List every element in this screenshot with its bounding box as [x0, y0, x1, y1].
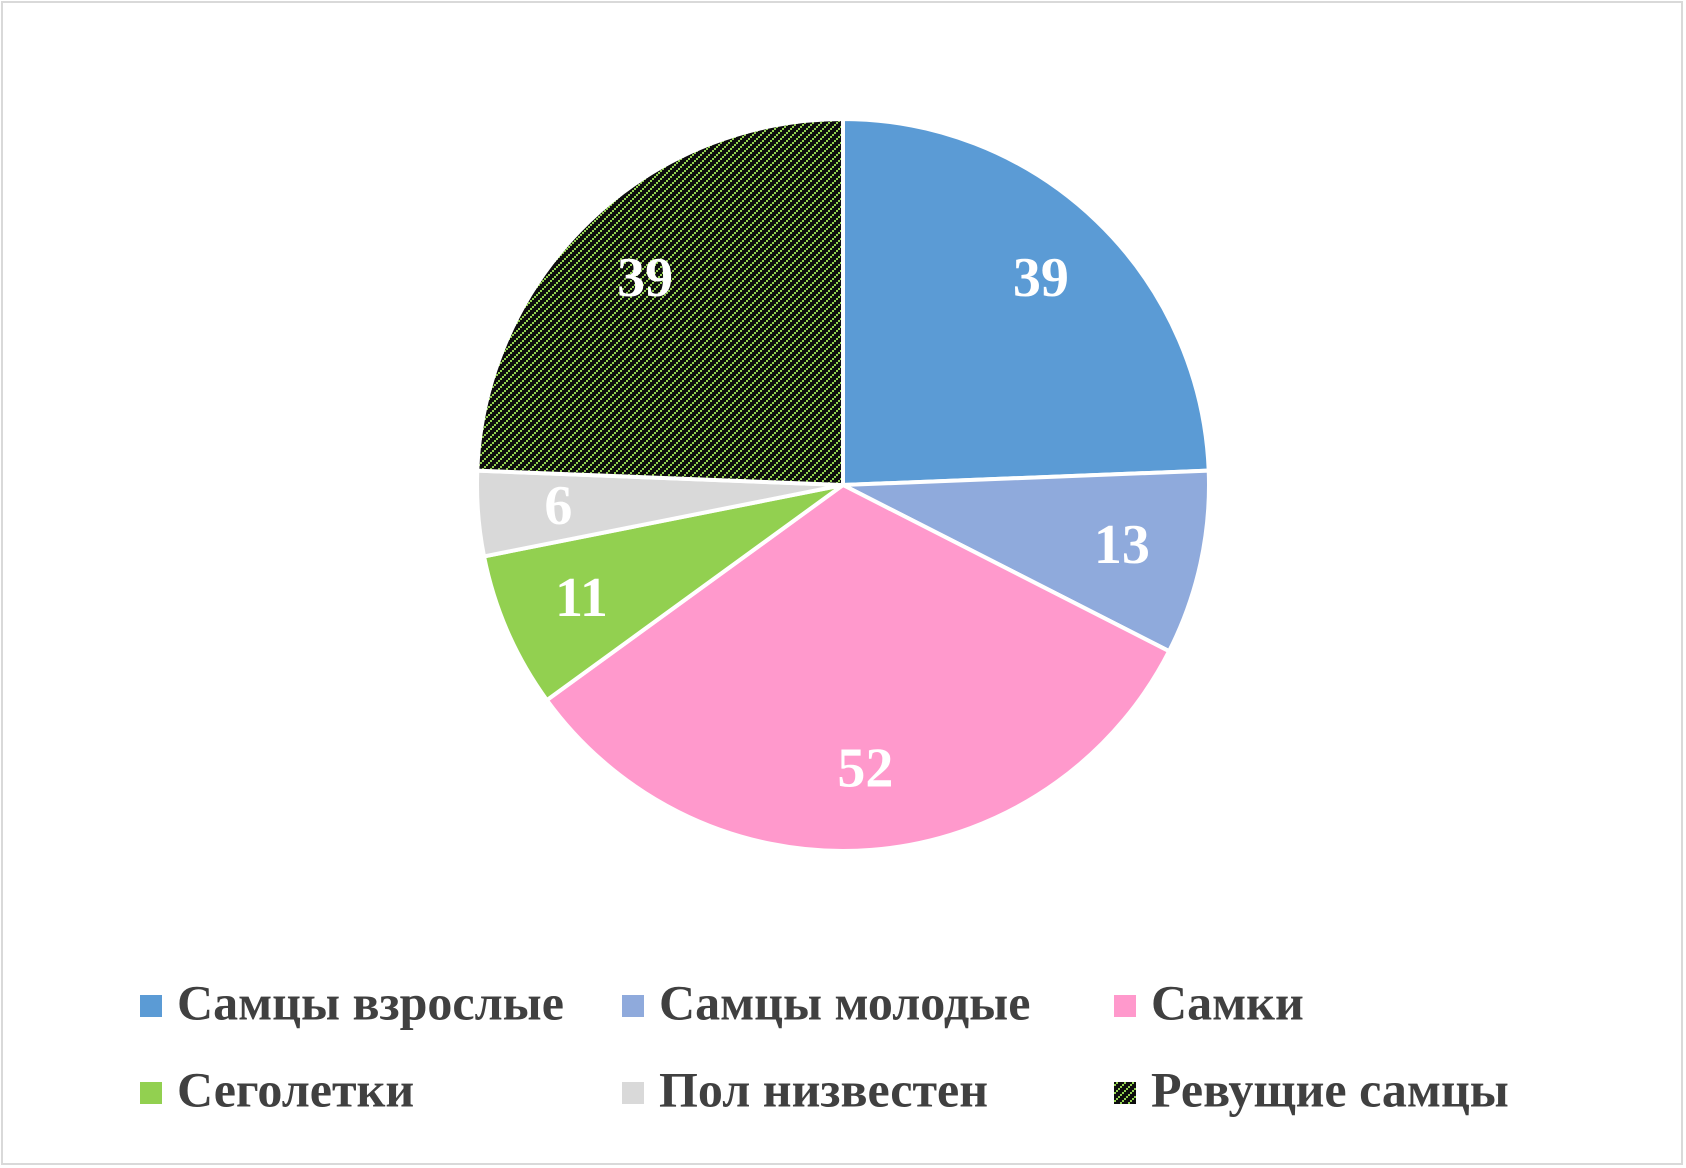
legend-label: Сеголетки: [177, 1061, 414, 1117]
data-label: 39: [1013, 247, 1069, 309]
pie-slice: [835, 468, 1211, 654]
legend-swatch: [622, 1082, 644, 1104]
legend-swatch: [140, 1082, 162, 1104]
pie-slice: [841, 116, 1211, 488]
data-label: 6: [544, 475, 572, 537]
legend-label: Пол низвестен: [659, 1061, 988, 1117]
data-label: 39: [617, 247, 673, 309]
data-label: 13: [1094, 514, 1150, 576]
legend-swatch: [1114, 1082, 1136, 1104]
legend-label: Самки: [1151, 974, 1304, 1030]
legend-swatch: [140, 995, 162, 1017]
legend-label: Самцы молодые: [659, 974, 1030, 1030]
data-label: 11: [555, 567, 608, 629]
legend-label: Ревущие самцы: [1151, 1061, 1509, 1117]
pie-slice: [475, 116, 845, 488]
legend-swatch: [1114, 995, 1136, 1017]
legend-label: Самцы взрослые: [177, 974, 564, 1030]
data-label: 52: [837, 737, 893, 799]
legend-swatch: [622, 995, 644, 1017]
pie-slice: [544, 482, 1172, 853]
